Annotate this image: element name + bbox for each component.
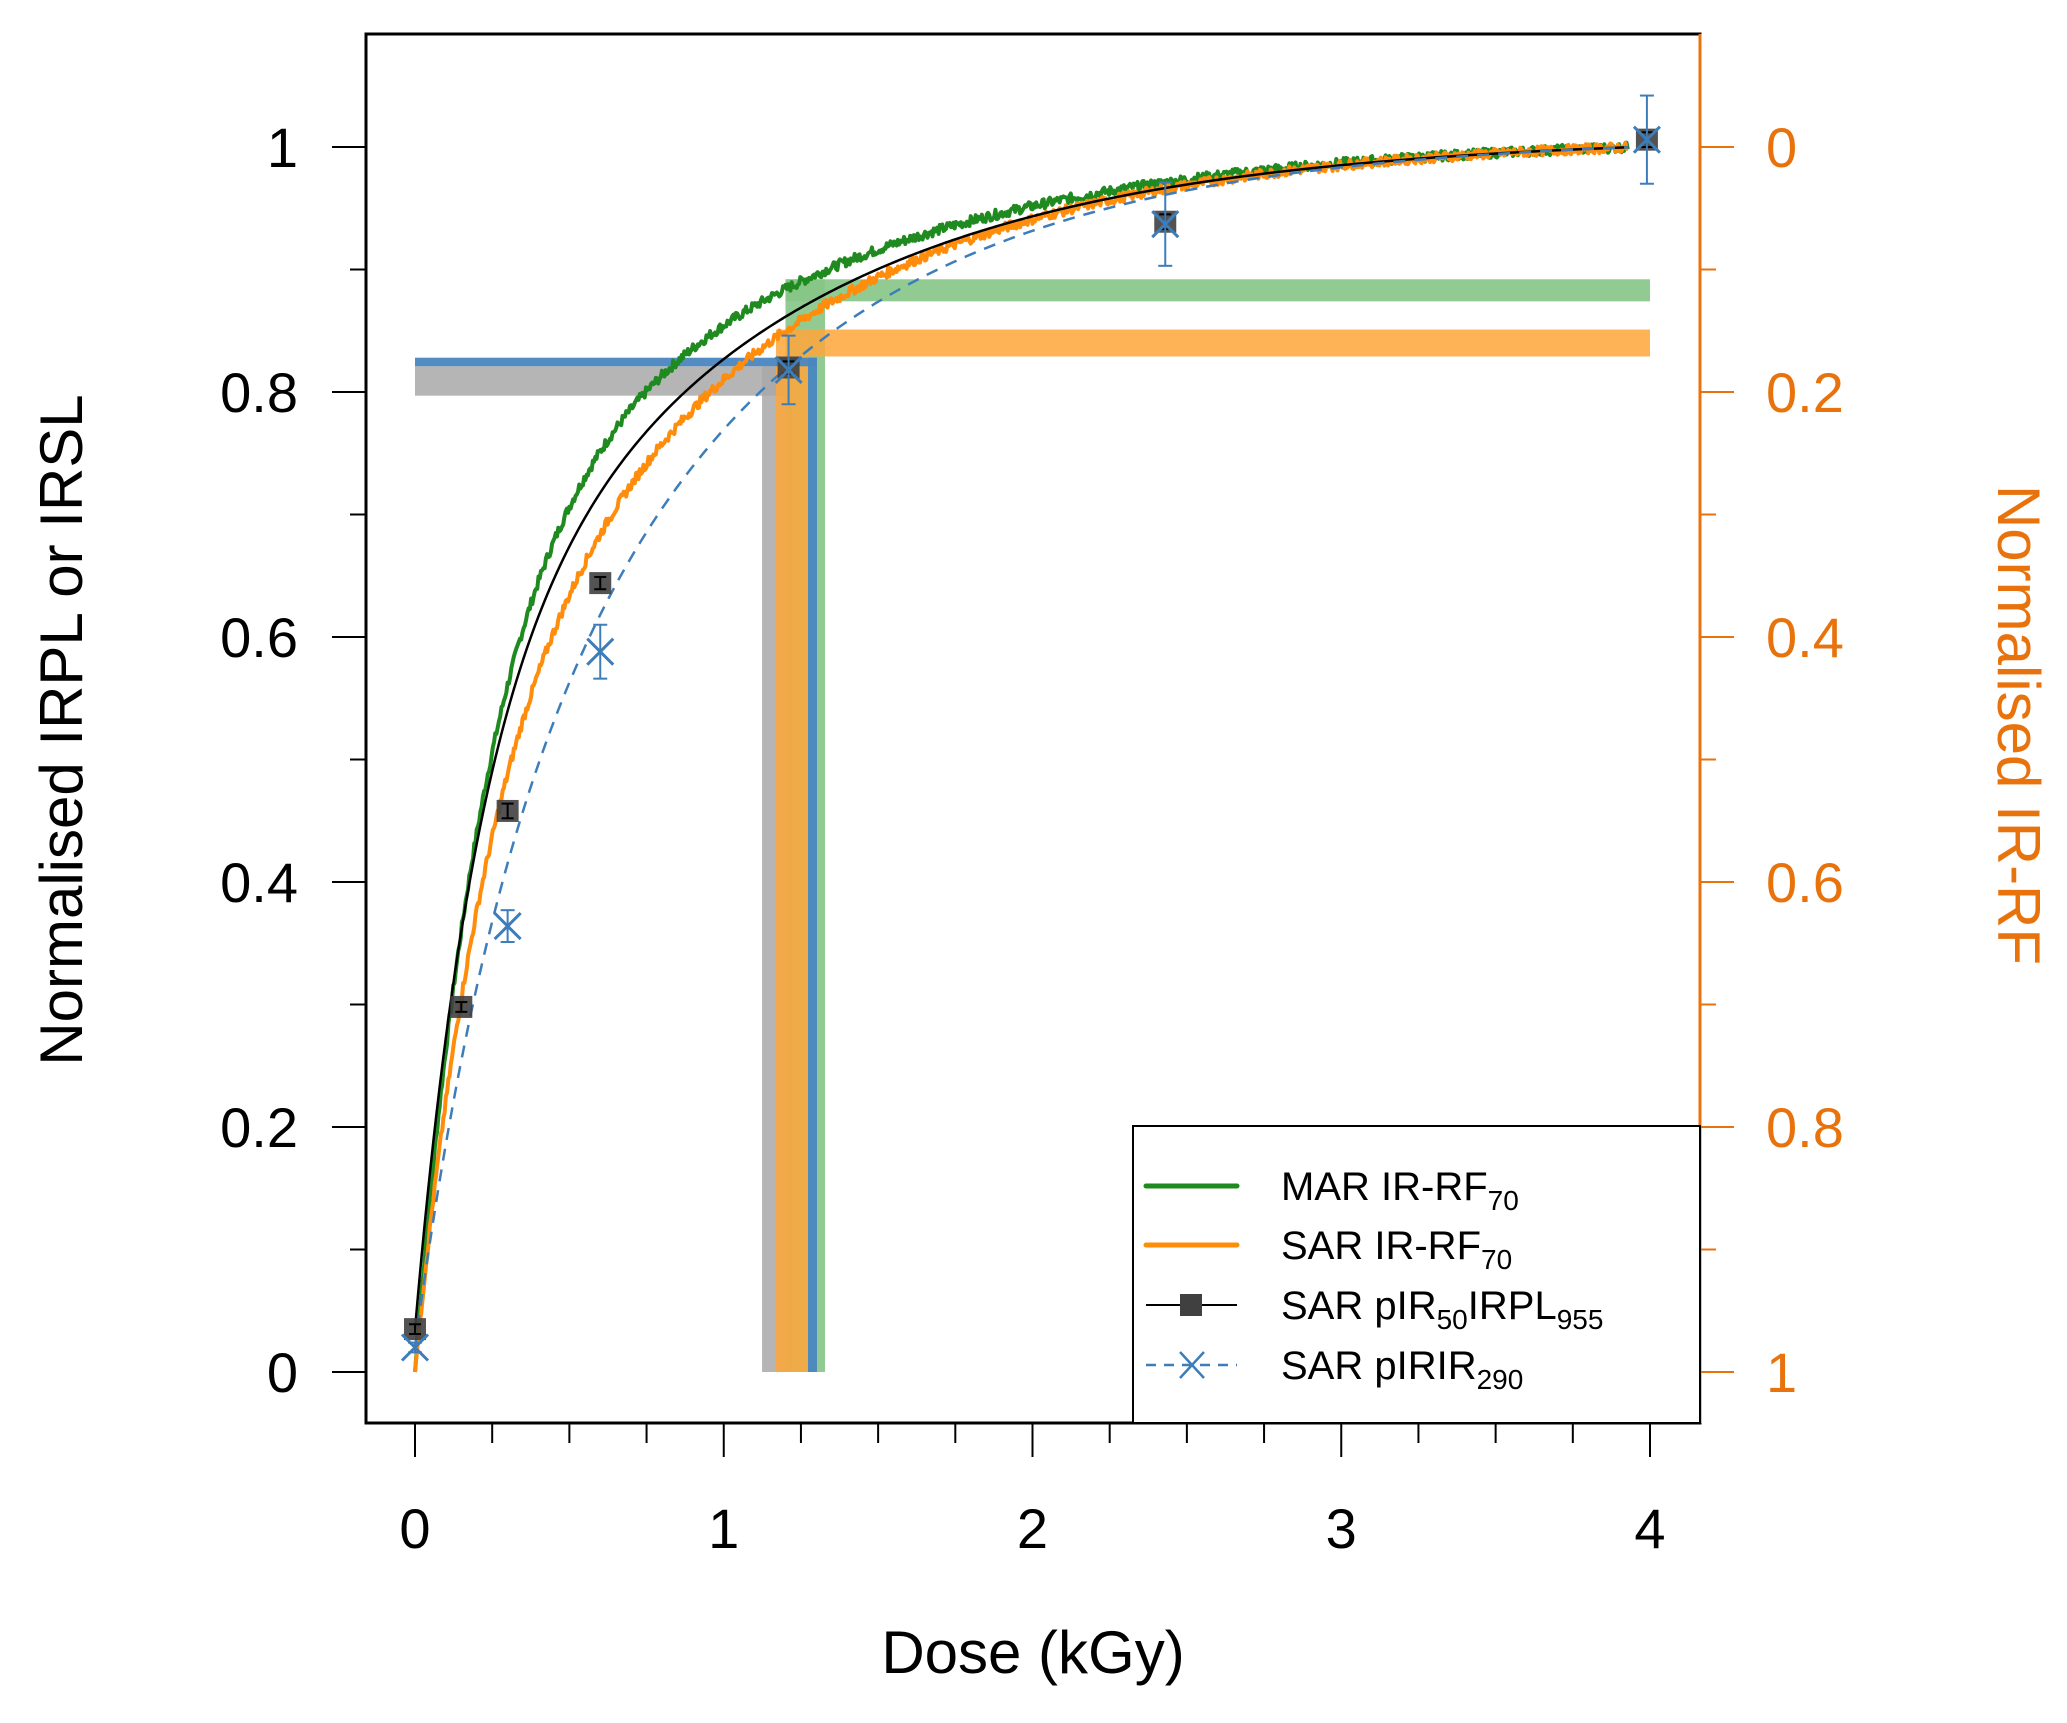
legend-box	[1132, 1125, 1701, 1424]
y-right-tick-label: 1	[1766, 1341, 1797, 1404]
y-axis-title-left: Normalised IRPL or IRSL	[28, 394, 95, 1065]
curves	[413, 140, 1630, 1373]
blue-dose-estimate-horizontal	[415, 357, 817, 367]
x-tick-label: 0	[399, 1497, 430, 1560]
gray-dose-estimate-horizontal	[415, 366, 792, 396]
data-points	[400, 94, 1661, 1362]
y-right-tick-label: 0.6	[1766, 851, 1844, 914]
x-axis-title: Dose (kGy)	[881, 1619, 1184, 1686]
fit-curve-sar-pirir290	[413, 145, 1629, 1348]
y-tick-label: 0.4	[220, 851, 298, 914]
x-tick-label: 4	[1634, 1497, 1665, 1560]
y-tick-label: 0.8	[220, 361, 298, 424]
legend-cross-marker	[1179, 1351, 1205, 1379]
orange-dose-estimate-horizontal	[807, 329, 1650, 357]
legend-label: MAR IR-RF70	[1281, 1165, 1519, 1216]
y-tick-label: 1	[267, 116, 298, 179]
y-right-tick-label: 0.2	[1766, 361, 1844, 424]
legend-square-marker	[1180, 1294, 1202, 1316]
green-dose-estimate-horizontal	[785, 279, 1650, 302]
blue-dose-estimate-vertical	[808, 357, 817, 1372]
y-tick-label: 0	[267, 1341, 298, 1404]
y-right-tick-label: 0	[1766, 116, 1797, 179]
legend: MAR IR-RF70 SAR IR-RF70 SAR pIR50IRPL955 SA…	[1132, 1125, 1701, 1424]
legend-label: SAR pIRIR290	[1281, 1344, 1523, 1395]
y-right-tick-label: 0.8	[1766, 1096, 1844, 1159]
axes: 0 1 2 3 4 0 0.2 0.4 0.6 0.8 1 0 0.2 0.4 0.6 0.8 1	[220, 116, 1844, 1560]
orange-dose-estimate-vertical	[775, 329, 809, 1372]
x-tick-label: 1	[708, 1497, 739, 1560]
y-axis-title-right: Normalised IR-RF	[1985, 485, 2052, 965]
y-right-tick-label: 0.4	[1766, 606, 1844, 669]
x-tick-label: 3	[1326, 1497, 1357, 1560]
x-tick-label: 2	[1017, 1497, 1048, 1560]
legend-label: SAR pIR50IRPL955	[1281, 1284, 1603, 1335]
legend-label: SAR IR-RF70	[1281, 1224, 1512, 1275]
y-tick-label: 0.2	[220, 1096, 298, 1159]
y-tick-label: 0.6	[220, 606, 298, 669]
dose-estimate-bands	[415, 279, 1650, 1372]
